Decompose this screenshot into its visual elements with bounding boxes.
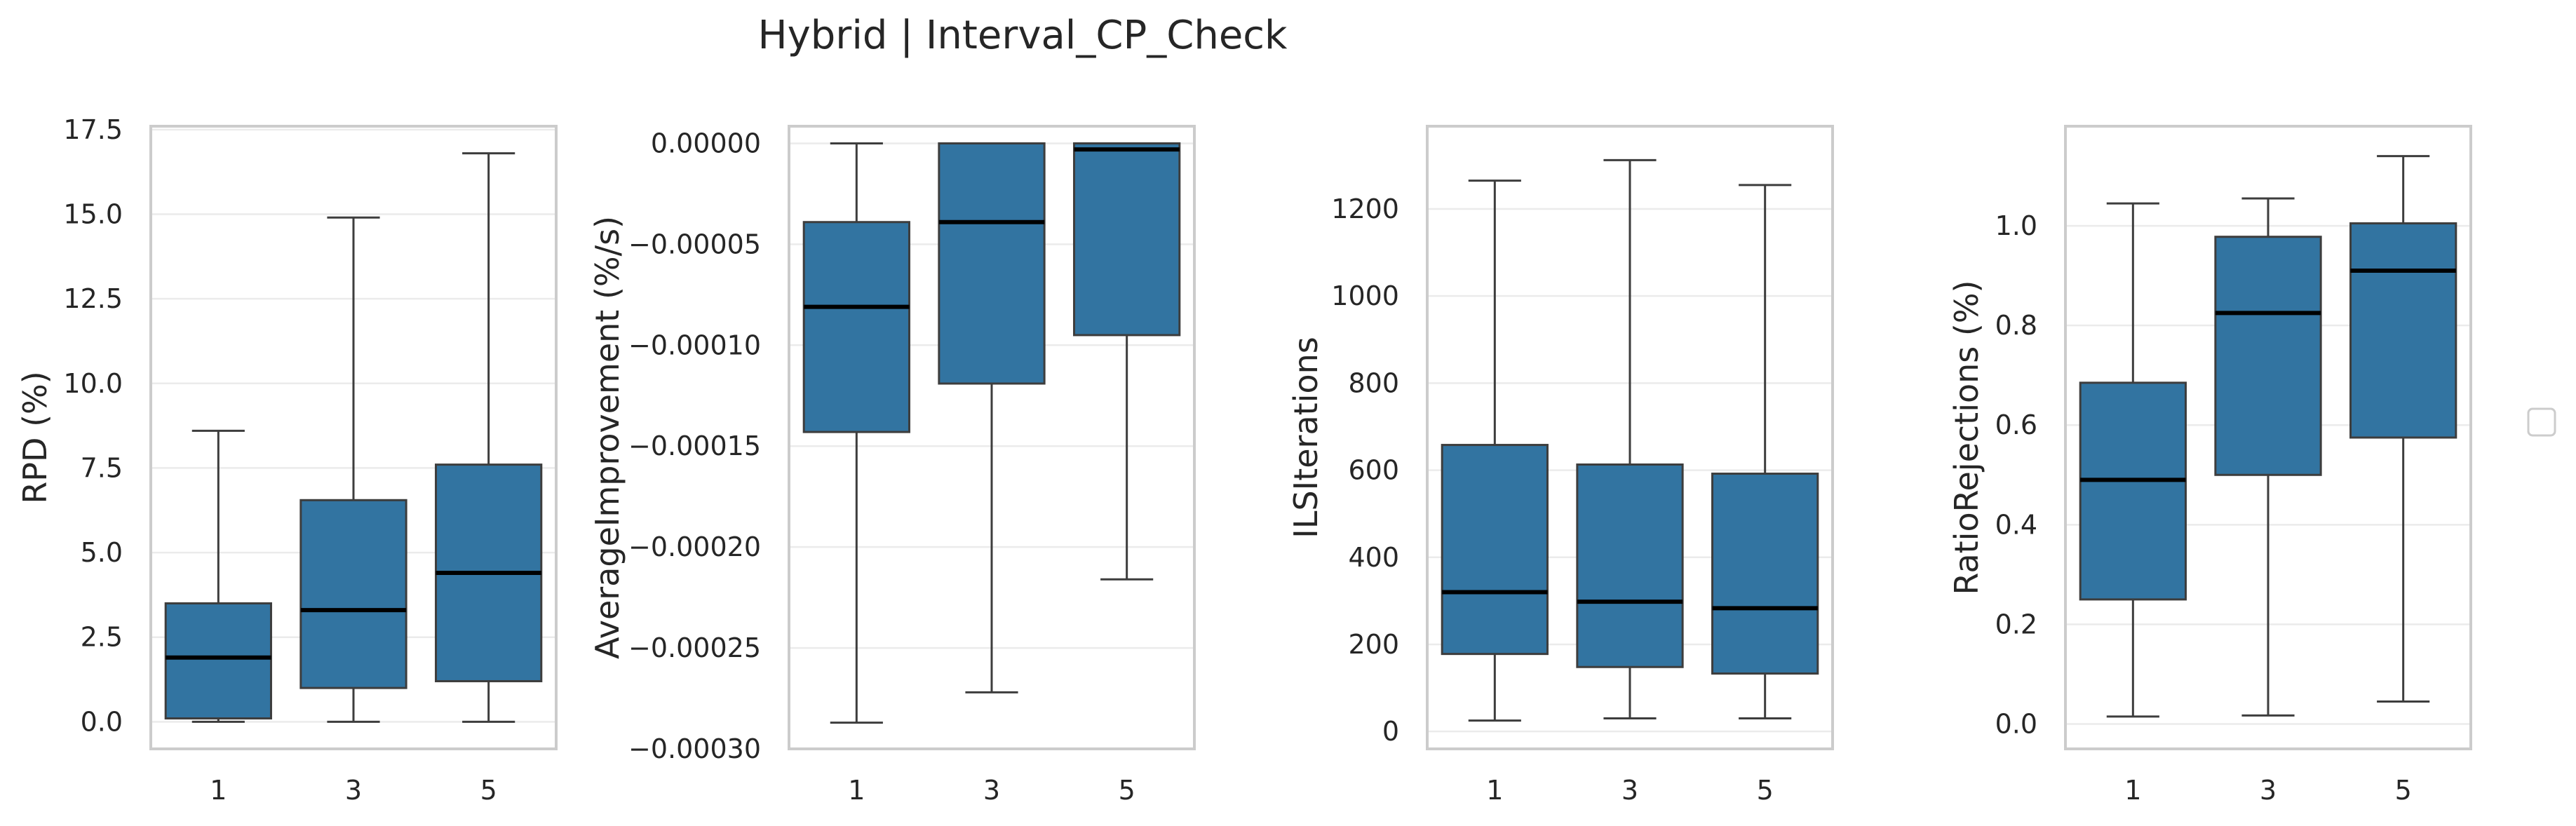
subplot-3: 1 3 5 0 200 400 600 800 1000 1200 ILSIterations xyxy=(1287,125,1834,806)
y-tick-label: 800 xyxy=(1348,367,1399,398)
y-tick-label: 17.5 xyxy=(63,114,123,145)
y-axis-label: RPD (%) xyxy=(16,371,54,503)
y-tick-label: 10.0 xyxy=(63,368,123,399)
legend xyxy=(2527,407,2556,437)
y-tick-label: 15.0 xyxy=(63,198,123,229)
y-tick-label: 600 xyxy=(1348,455,1399,486)
y-tick-label: −0.00025 xyxy=(628,632,761,663)
axes-frame xyxy=(1426,125,1834,750)
subplot-4: 1 3 5 0.0 0.2 0.4 0.6 0.8 1.0 RatioRejections (%) xyxy=(1948,125,2472,806)
y-tick-label: 0 xyxy=(1382,716,1399,747)
box-5 xyxy=(1711,184,1819,720)
y-tick-label: −0.00020 xyxy=(628,532,761,562)
y-tick-label: −0.00005 xyxy=(628,229,761,259)
box-5 xyxy=(435,152,543,723)
figure-title: Hybrid | Interval_CP_Check xyxy=(757,13,1288,58)
y-tick-label: 1200 xyxy=(1331,194,1399,224)
y-tick-label: 5.0 xyxy=(81,537,123,568)
y-tick-label: 7.5 xyxy=(81,452,123,483)
x-tick-label: 3 xyxy=(2260,775,2277,806)
y-tick-label: 0.6 xyxy=(1995,409,2037,440)
y-axis-label: RatioRejections (%) xyxy=(1948,280,1985,595)
iqr-box xyxy=(2214,236,2322,476)
subplot-1: 1 3 5 0.0 2.5 5.0 7.5 10.0 12.5 15.0 17.5 RPD (%) xyxy=(16,114,558,806)
y-tick-label: 200 xyxy=(1348,629,1399,660)
subplot-2: 1 3 5 −0.00030 −0.00025 −0.00020 −0.00015 −0.00… xyxy=(588,125,1196,806)
y-tick-label: 2.5 xyxy=(81,622,123,653)
x-tick-label: 3 xyxy=(1621,775,1638,806)
axes-frame xyxy=(788,125,1196,750)
x-tick-label: 3 xyxy=(345,775,362,806)
box-3 xyxy=(2214,197,2322,717)
y-tick-label: 400 xyxy=(1348,542,1399,573)
y-tick-label: −0.00030 xyxy=(628,733,761,764)
y-tick-label: 0.4 xyxy=(1995,509,2037,540)
y-tick-label: 0.8 xyxy=(1995,310,2037,341)
box-1 xyxy=(1441,180,1549,722)
axes-frame xyxy=(149,125,558,750)
x-tick-label: 1 xyxy=(210,775,227,806)
y-tick-label: 0.0 xyxy=(81,706,123,737)
x-tick-label: 5 xyxy=(1119,775,1135,806)
y-tick-label: 0.2 xyxy=(1995,609,2037,639)
iqr-box xyxy=(299,499,407,689)
y-tick-label: 1.0 xyxy=(1995,210,2037,241)
y-tick-label: −0.00015 xyxy=(628,431,761,461)
x-tick-label: 1 xyxy=(2124,775,2141,806)
y-tick-label: 0.0 xyxy=(1995,708,2037,739)
iqr-box xyxy=(2079,381,2187,601)
y-tick-label: 1000 xyxy=(1331,280,1399,311)
y-tick-label: 12.5 xyxy=(63,283,123,314)
iqr-box xyxy=(2349,222,2457,439)
box-3 xyxy=(299,216,407,723)
iqr-box xyxy=(1073,142,1181,337)
box-1 xyxy=(802,142,910,724)
iqr-box xyxy=(1441,444,1549,656)
iqr-box xyxy=(938,142,1046,385)
box-5 xyxy=(2349,155,2457,703)
x-tick-label: 3 xyxy=(983,775,1000,806)
x-tick-label: 1 xyxy=(848,775,865,806)
iqr-box xyxy=(1711,473,1819,675)
y-axis-label: AverageImprovement (%/s) xyxy=(588,216,626,659)
axes-frame xyxy=(2064,125,2472,750)
box-5 xyxy=(1073,142,1181,581)
y-axis-label: ILSIterations xyxy=(1287,337,1325,538)
box-1 xyxy=(2079,202,2187,718)
iqr-box xyxy=(164,602,272,720)
x-tick-label: 5 xyxy=(2395,775,2412,806)
iqr-box xyxy=(1576,463,1684,668)
y-tick-label: 0.00000 xyxy=(651,128,761,158)
x-tick-label: 1 xyxy=(1486,775,1503,806)
iqr-box xyxy=(802,221,910,433)
box-1 xyxy=(164,429,272,723)
x-tick-label: 5 xyxy=(480,775,497,806)
box-3 xyxy=(1576,158,1684,720)
y-tick-label: −0.00010 xyxy=(628,330,761,360)
x-tick-label: 5 xyxy=(1757,775,1774,806)
box-3 xyxy=(938,142,1046,693)
